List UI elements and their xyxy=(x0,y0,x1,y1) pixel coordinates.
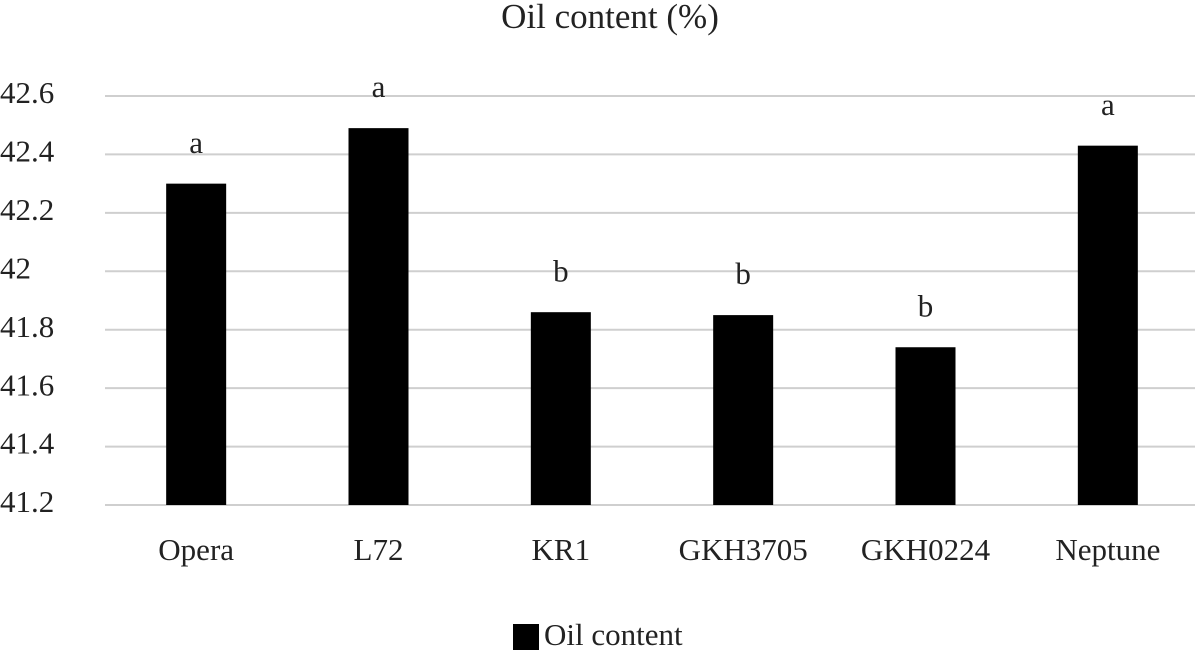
bar xyxy=(895,347,956,505)
legend-swatch xyxy=(513,624,539,650)
annotation: a xyxy=(1101,87,1115,122)
y-tick-label: 41.8 xyxy=(0,309,54,344)
annotation: b xyxy=(553,253,569,288)
annotation: b xyxy=(735,256,751,291)
x-tick-label: GKH3705 xyxy=(679,532,808,567)
bar xyxy=(713,315,774,505)
chart-title: Oil content (%) xyxy=(501,0,719,36)
y-tick-label: 41.4 xyxy=(0,426,55,461)
y-tick-label: 41.6 xyxy=(0,367,54,402)
annotation: b xyxy=(918,288,934,323)
bar xyxy=(530,312,591,505)
x-tick-label: KR1 xyxy=(532,532,591,567)
x-tick-label: Opera xyxy=(158,532,234,567)
x-tick-label: Neptune xyxy=(1055,532,1160,567)
y-tick-label: 42 xyxy=(0,250,31,285)
y-tick-label: 41.2 xyxy=(0,484,54,519)
y-tick-label: 42.6 xyxy=(0,75,54,110)
annotation: a xyxy=(189,125,203,160)
bar xyxy=(1077,145,1138,505)
y-tick-label: 42.4 xyxy=(0,134,55,169)
annotation: a xyxy=(372,69,386,104)
bar xyxy=(348,128,409,505)
y-tick-label: 42.2 xyxy=(0,192,54,227)
x-tick-label: GKH0224 xyxy=(861,532,991,567)
legend-label: Oil content xyxy=(544,617,683,652)
bar xyxy=(166,183,227,505)
x-tick-label: L72 xyxy=(354,532,404,567)
